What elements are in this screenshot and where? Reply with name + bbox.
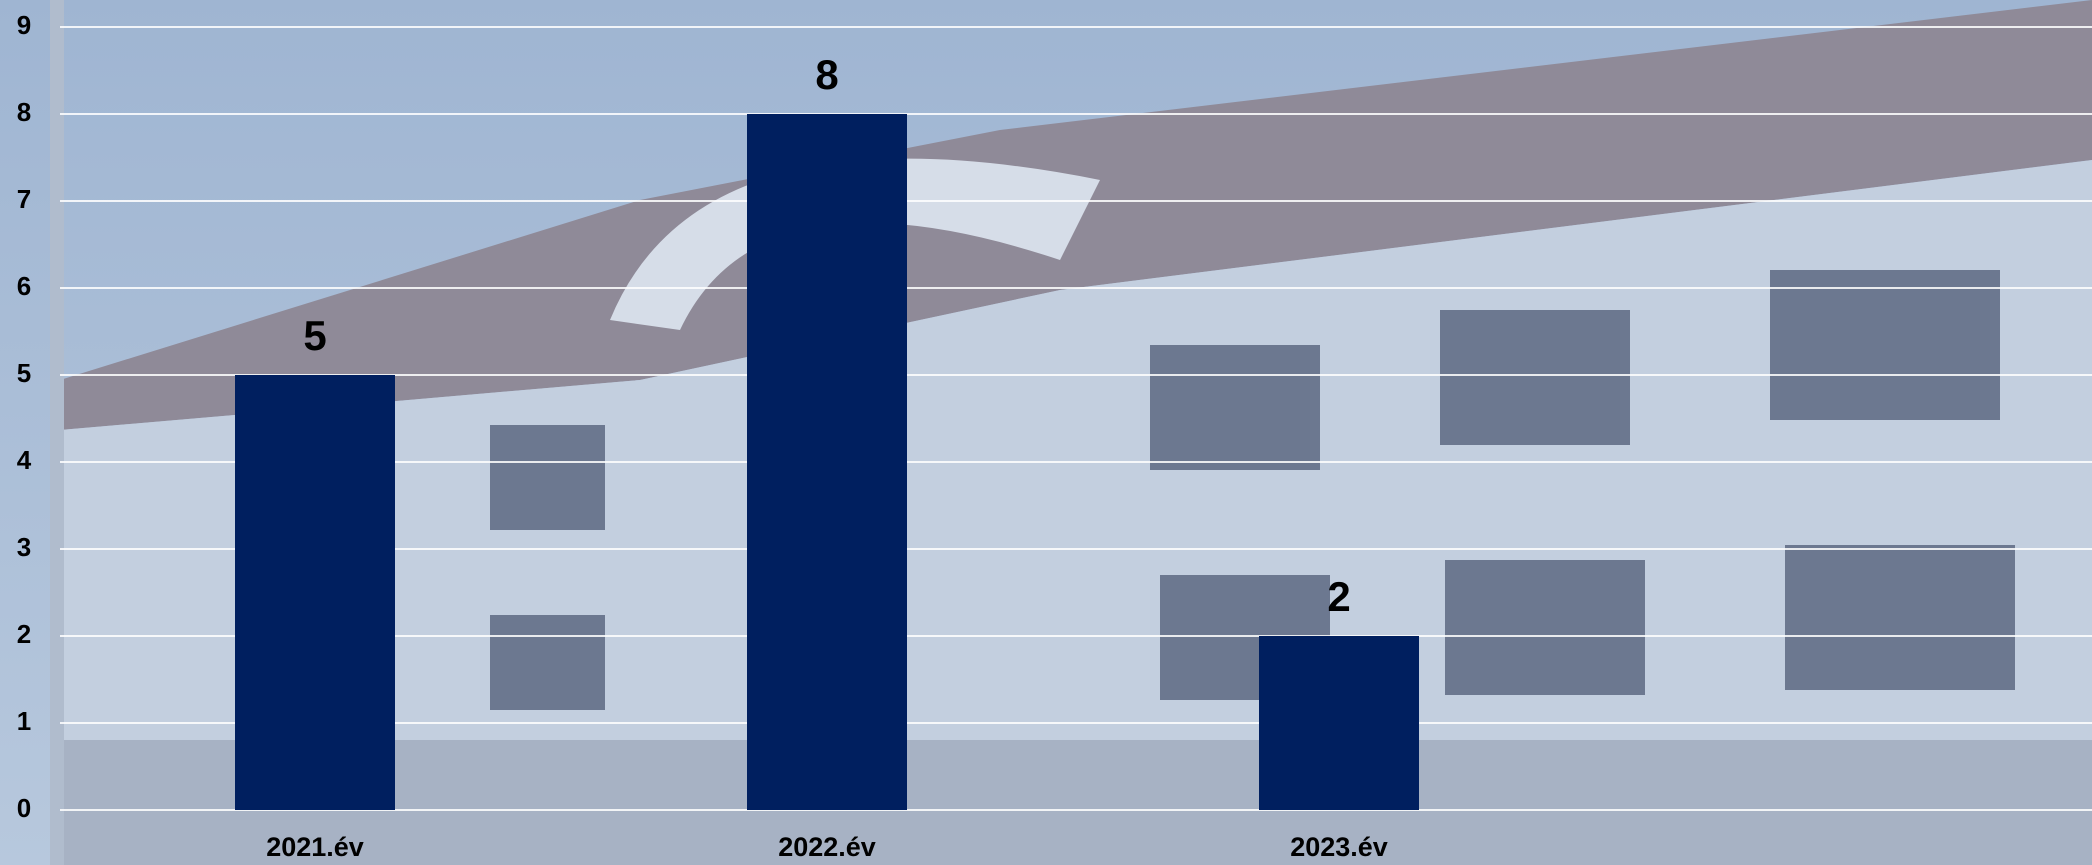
bar	[1259, 636, 1419, 810]
bar	[747, 114, 907, 810]
bar	[235, 375, 395, 810]
x-tick-label: 2023.év	[1290, 832, 1388, 862]
y-tick-label: 6	[17, 271, 31, 301]
y-tick-label: 3	[17, 532, 31, 562]
y-tick-label: 9	[17, 10, 31, 40]
y-tick-label: 4	[17, 445, 32, 475]
y-tick-label: 2	[17, 619, 31, 649]
x-tick-label: 2021.év	[266, 832, 364, 862]
y-tick-label: 7	[17, 184, 31, 214]
y-tick-label: 8	[17, 97, 31, 127]
y-tick-label: 1	[17, 706, 31, 736]
data-label: 8	[815, 51, 838, 98]
plot-area: 0 1 2 3 4 5 6 7 8 9 5 2021.év 8 2022.év 2 2023.év	[17, 10, 2092, 862]
data-label: 2	[1327, 573, 1350, 620]
x-tick-label: 2022.év	[778, 832, 876, 862]
y-tick-label: 0	[17, 793, 31, 823]
y-tick-label: 5	[17, 358, 31, 388]
data-label: 5	[303, 312, 326, 359]
